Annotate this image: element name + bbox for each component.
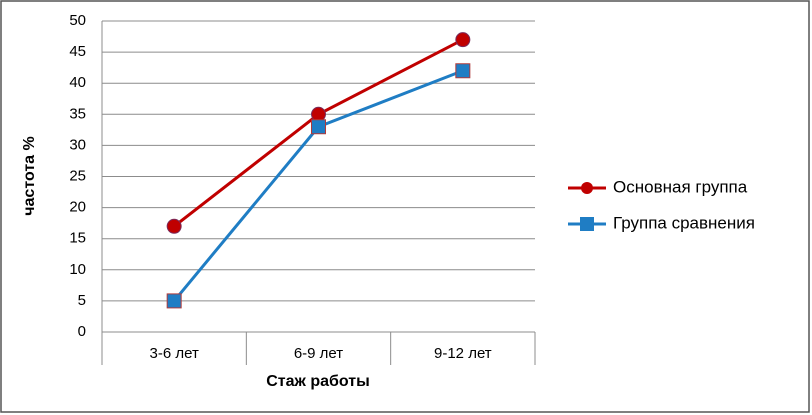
y-tick-label: 40 xyxy=(69,74,86,91)
legend-marker xyxy=(581,182,593,194)
y-tick-label: 15 xyxy=(69,230,86,247)
data-point xyxy=(166,218,182,234)
y-tick-label: 20 xyxy=(69,199,86,216)
data-point xyxy=(311,119,326,135)
legend-marker xyxy=(580,217,594,231)
y-axis-title: частота % xyxy=(21,136,38,216)
y-tick-label: 50 xyxy=(69,12,86,29)
y-tick-label: 0 xyxy=(78,323,86,340)
data-point xyxy=(455,63,471,79)
legend-label: Основная группа xyxy=(613,177,748,196)
y-tick-label: 5 xyxy=(78,292,86,309)
x-tick-label: 9-12 лет xyxy=(434,345,492,362)
x-tick-label: 3-6 лет xyxy=(150,345,199,362)
y-tick-label: 10 xyxy=(69,261,86,278)
y-tick-label: 25 xyxy=(69,167,86,184)
data-point xyxy=(455,32,471,48)
data-point xyxy=(166,293,182,309)
y-tick-label: 30 xyxy=(69,136,86,153)
y-tick-label: 45 xyxy=(69,43,86,60)
x-axis-title: Стаж работы xyxy=(266,373,370,390)
data-point xyxy=(311,106,326,122)
x-tick-label: 6-9 лет xyxy=(294,345,343,362)
y-tick-label: 35 xyxy=(69,105,86,122)
legend-label: Группа сравнения xyxy=(613,213,755,232)
